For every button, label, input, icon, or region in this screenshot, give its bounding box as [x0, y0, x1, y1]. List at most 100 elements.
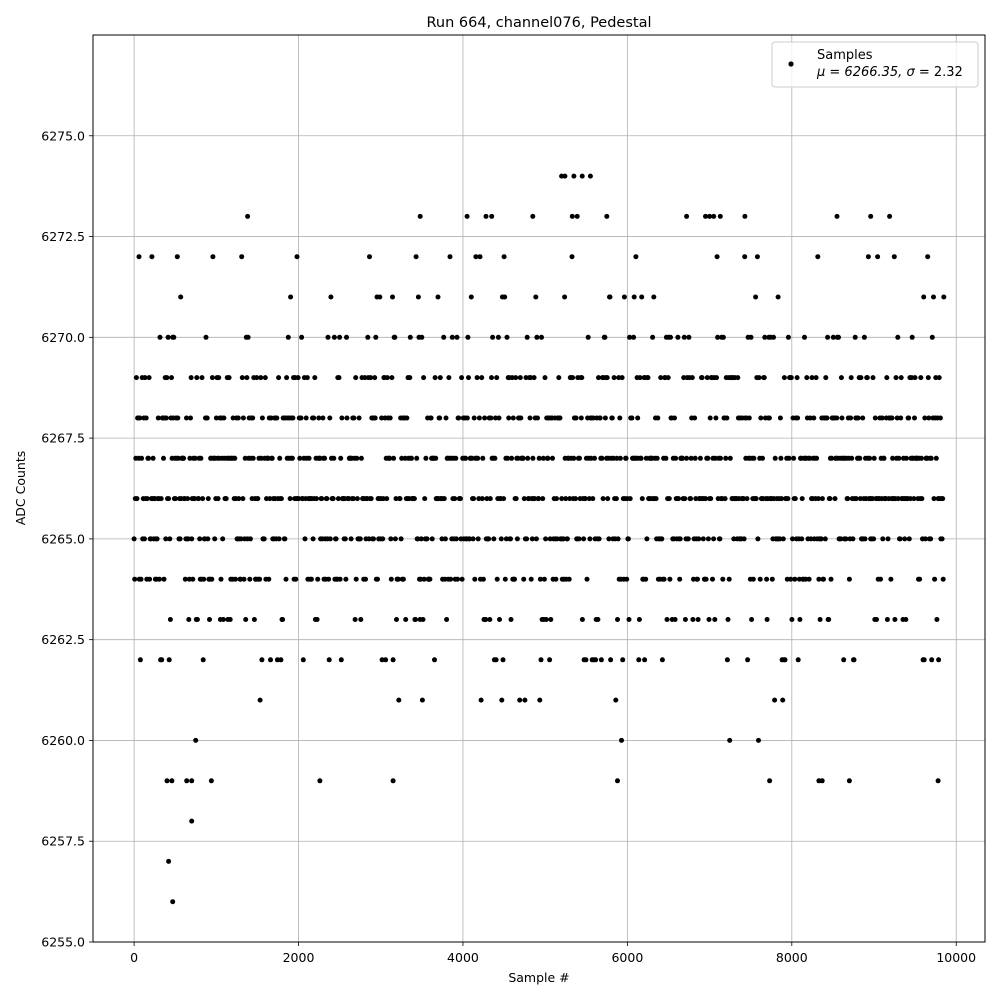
sample-point	[446, 375, 452, 381]
sample-point	[456, 415, 462, 421]
sample-point	[494, 375, 500, 381]
sample-point	[441, 496, 447, 502]
sample-point	[499, 697, 505, 703]
sample-point	[559, 496, 565, 502]
sample-point	[577, 455, 582, 461]
sample-point	[325, 334, 331, 340]
sample-point	[203, 334, 209, 340]
sample-point	[468, 294, 474, 300]
legend-series-name: Samples	[817, 48, 873, 63]
sample-point	[871, 455, 877, 461]
sample-point	[475, 536, 481, 542]
sample-point	[606, 536, 612, 542]
sample-point	[712, 617, 718, 622]
sample-point	[672, 617, 678, 622]
sample-point	[471, 415, 477, 421]
sample-point	[895, 496, 901, 502]
sample-point	[868, 213, 874, 219]
sample-point	[604, 375, 610, 381]
sample-point	[239, 254, 245, 260]
sample-point	[493, 415, 498, 421]
sample-point	[661, 576, 667, 582]
sample-point	[218, 576, 224, 582]
sample-point	[936, 375, 942, 381]
sample-point	[715, 334, 721, 340]
sample-point	[921, 294, 927, 300]
sample-point	[505, 455, 511, 461]
sample-point	[710, 576, 715, 582]
sample-point	[897, 536, 903, 542]
sample-point	[185, 496, 191, 502]
sample-point	[653, 496, 659, 502]
sample-point	[144, 496, 150, 502]
sample-point	[753, 496, 759, 502]
sample-point	[154, 536, 160, 542]
sample-point	[742, 213, 748, 219]
sample-point	[528, 576, 534, 582]
sample-point	[276, 536, 282, 542]
sample-point	[735, 375, 741, 381]
sample-point	[884, 617, 890, 622]
sample-point	[392, 334, 398, 340]
y-tick-label: 6262.5	[41, 632, 85, 647]
sample-point	[542, 375, 548, 381]
sample-point	[742, 254, 748, 260]
sample-point	[175, 415, 181, 421]
sample-point	[697, 455, 703, 461]
sample-point	[626, 617, 632, 622]
legend: Samples μ = 6266.35, σ = 2.32	[771, 41, 979, 88]
sample-point	[238, 536, 244, 542]
sample-point	[220, 536, 226, 542]
sample-point	[189, 536, 195, 542]
sample-point	[605, 496, 611, 502]
sample-point	[639, 496, 645, 502]
sample-point	[508, 617, 514, 622]
sample-point	[523, 375, 529, 381]
sample-point	[570, 375, 576, 381]
sample-point	[623, 455, 629, 461]
sample-point	[583, 657, 589, 663]
sample-point	[705, 536, 711, 542]
sample-point	[532, 496, 538, 502]
sample-point	[508, 536, 513, 542]
sample-point	[194, 375, 200, 381]
sample-point	[940, 576, 946, 582]
sample-point	[535, 415, 540, 421]
sample-point	[299, 334, 305, 340]
sample-point	[335, 496, 341, 502]
sample-point	[590, 415, 596, 421]
sample-point	[749, 617, 755, 622]
sample-point	[517, 697, 523, 703]
sample-point	[497, 617, 502, 622]
sample-point	[907, 496, 913, 502]
sample-point	[782, 657, 788, 663]
sample-point	[925, 254, 931, 260]
sample-point	[261, 536, 267, 542]
sample-point	[415, 294, 421, 300]
sample-point	[688, 455, 694, 461]
sample-point	[266, 576, 272, 582]
sample-point	[599, 455, 605, 461]
sample-point	[354, 455, 360, 461]
sample-point	[753, 294, 759, 300]
sample-point	[415, 536, 421, 542]
sample-point	[929, 657, 935, 663]
sample-point	[707, 213, 713, 219]
sample-point	[336, 375, 342, 381]
sample-point	[828, 576, 834, 582]
sample-point	[488, 415, 494, 421]
sample-point	[407, 375, 413, 381]
sample-point	[518, 415, 524, 421]
sample-point	[326, 576, 332, 582]
sample-point	[799, 496, 805, 502]
sample-point	[611, 375, 617, 381]
sample-point	[602, 334, 608, 340]
sample-point	[745, 657, 751, 663]
sample-point	[758, 415, 764, 421]
sample-point	[530, 455, 536, 461]
sample-point	[665, 375, 671, 381]
sample-point	[363, 576, 368, 582]
sample-point	[328, 294, 334, 300]
sample-point	[761, 375, 767, 381]
sample-point	[815, 254, 821, 260]
